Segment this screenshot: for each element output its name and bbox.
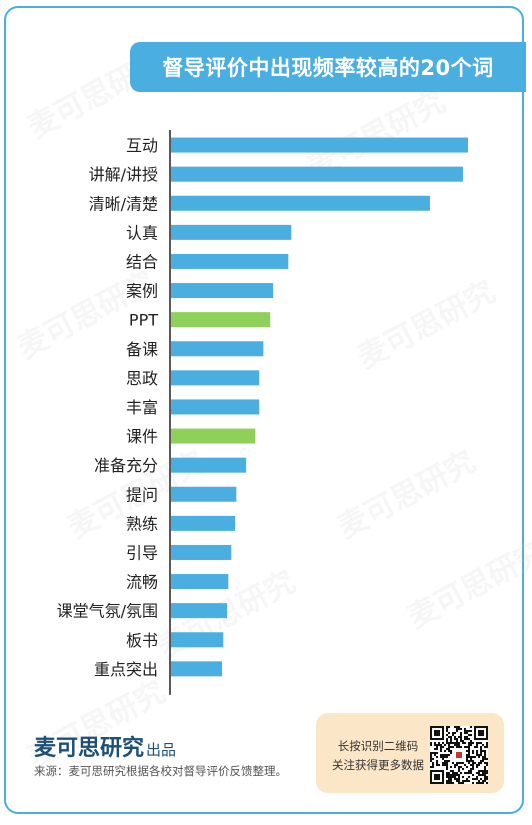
source-note: 来源：麦可思研究根据各校对督导评价反馈整理。 (34, 764, 287, 778)
category-label: 重点突出 (94, 660, 158, 679)
qr-caption: 长按识别二维码 关注获得更多数据 (322, 737, 434, 775)
category-label: 清晰/清楚 (89, 194, 158, 213)
qr-caption-line1: 长按识别二维码 (337, 739, 419, 753)
bar-16 (171, 603, 228, 619)
bar-7 (171, 341, 264, 357)
category-label: 互动 (126, 136, 158, 155)
bar-3 (171, 224, 292, 240)
bar-4 (171, 253, 289, 269)
category-label: 提问 (126, 485, 158, 504)
category-label: 备课 (126, 340, 158, 359)
category-label: 板书 (126, 631, 158, 650)
bar-0 (171, 137, 468, 153)
category-label: 课堂气氛/氛围 (57, 602, 158, 621)
bar-2 (171, 195, 430, 211)
qr-code-icon[interactable] (430, 726, 488, 784)
category-label: 结合 (126, 252, 158, 271)
qr-caption-line2: 关注获得更多数据 (332, 758, 424, 772)
bar-8 (171, 370, 260, 386)
bar-11 (171, 457, 247, 473)
qr-panel[interactable]: 长按识别二维码 关注获得更多数据 (316, 713, 504, 793)
category-label: 准备充分 (94, 456, 158, 475)
category-label: 流畅 (126, 573, 158, 592)
bar-13 (171, 515, 236, 531)
bar-5 (171, 283, 274, 299)
bar-1 (171, 166, 463, 182)
brand-suffix: 出品 (146, 741, 177, 759)
category-label: 认真 (126, 223, 158, 242)
category-label: PPT (129, 311, 158, 330)
bar-12 (171, 486, 237, 502)
chart-title: 督导评价中出现频率较高的20个词 (130, 42, 526, 92)
bar-6 (171, 312, 271, 328)
bar-9 (171, 399, 260, 415)
brand-logo: 麦可思研究 出品 (34, 730, 176, 762)
category-label: 讲解/讲授 (89, 165, 158, 184)
bar-18 (171, 661, 223, 677)
bar-17 (171, 632, 224, 648)
bar-14 (171, 544, 232, 560)
category-label: 丰富 (126, 398, 158, 417)
category-label: 熟练 (126, 514, 158, 533)
bar-10 (171, 428, 256, 444)
category-label: 课件 (126, 427, 158, 446)
category-label: 思政 (126, 369, 158, 388)
category-label: 引导 (126, 543, 158, 562)
bar-15 (171, 574, 229, 590)
category-label: 案例 (126, 282, 158, 301)
brand-name: 麦可思研究 (34, 736, 145, 761)
